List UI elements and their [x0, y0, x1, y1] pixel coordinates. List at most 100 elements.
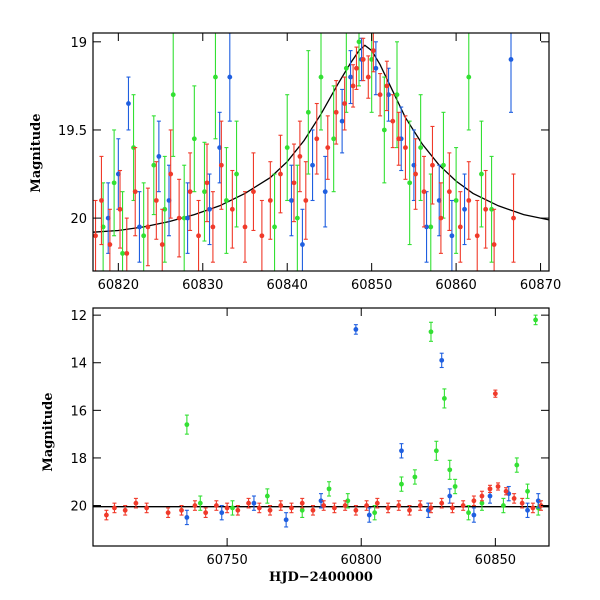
data-point [439, 352, 445, 369]
data-point [396, 500, 402, 511]
data-point [132, 147, 138, 237]
data-point [438, 182, 444, 254]
data-point [525, 502, 530, 518]
data-point [530, 502, 536, 514]
data-point [372, 504, 378, 521]
data-point [153, 161, 159, 240]
data-point [325, 115, 331, 180]
plot-frame [92, 307, 550, 547]
x-tick-label: 60820 [98, 278, 139, 293]
data-point [354, 46, 359, 90]
data-point [289, 164, 294, 237]
data-point [384, 60, 390, 112]
data-point [466, 33, 472, 131]
data-point [141, 182, 147, 271]
data-point [487, 484, 493, 494]
data-point [297, 120, 303, 193]
data-point [117, 169, 123, 249]
data-point [377, 72, 383, 117]
data-point [291, 143, 297, 223]
data-point [418, 94, 424, 202]
data-point [192, 500, 198, 511]
data-point [137, 191, 142, 263]
data-point [449, 199, 455, 271]
y-tick-label: 12 [70, 309, 87, 324]
data-point [424, 191, 429, 263]
bottom-panel: 60750 60800 60850 12 14 16 18 20 [70, 307, 550, 568]
data-point [322, 155, 328, 228]
data-point [181, 164, 187, 271]
data-point [483, 169, 489, 249]
data-point [421, 155, 427, 228]
data-point [399, 443, 404, 459]
data-point [179, 504, 184, 516]
y-tick-label: 20 [70, 500, 87, 515]
series-b [184, 324, 541, 528]
data-point [466, 161, 472, 240]
data-point [525, 483, 530, 499]
data-point [213, 500, 219, 511]
data-point [299, 497, 305, 509]
data-point [251, 495, 257, 511]
data-point [474, 199, 480, 271]
data-point [159, 208, 165, 271]
data-point [439, 497, 445, 509]
data-point [447, 459, 453, 480]
data-point [403, 115, 408, 180]
data-point [450, 502, 455, 514]
data-point [425, 502, 431, 518]
data-point [479, 490, 485, 502]
data-point [501, 497, 506, 514]
data-point [491, 208, 497, 271]
data-point [399, 476, 404, 492]
data-point [360, 37, 366, 82]
bottom-y-axis-label: Magnitude [41, 392, 56, 471]
data-point [381, 76, 387, 184]
data-point [508, 33, 514, 113]
data-point [278, 500, 284, 511]
data-point [144, 502, 150, 514]
data-point [446, 152, 452, 232]
data-point [242, 191, 248, 263]
data-point [356, 33, 362, 87]
data-point [441, 111, 446, 219]
data-point [267, 504, 273, 516]
data-point [219, 504, 225, 521]
data-point [339, 88, 345, 154]
data-point [202, 141, 207, 242]
plot-area [93, 314, 549, 528]
data-point [457, 191, 463, 263]
data-point [407, 504, 412, 516]
data-point [394, 41, 400, 149]
series-b [105, 33, 514, 271]
data-point [413, 138, 418, 210]
data-point [107, 208, 113, 271]
data-point [259, 199, 265, 271]
data-point [251, 152, 256, 232]
data-point [93, 199, 98, 271]
data-point [321, 500, 327, 511]
data-point [514, 457, 520, 473]
data-point [294, 164, 300, 271]
data-point [264, 488, 270, 504]
data-point [184, 414, 190, 435]
data-point [428, 502, 434, 514]
data-point [196, 199, 201, 271]
data-point [374, 497, 380, 509]
y-tick-label: 20 [70, 212, 87, 227]
data-point [447, 488, 453, 504]
data-point [342, 76, 348, 131]
data-point [133, 497, 139, 509]
data-point [462, 173, 467, 246]
data-point [224, 147, 229, 254]
data-point [506, 485, 512, 502]
data-point [122, 504, 128, 516]
data-point [289, 502, 294, 514]
data-point [364, 500, 369, 511]
series-r [104, 389, 544, 521]
data-point [370, 33, 376, 73]
data-point [300, 208, 305, 271]
data-point [267, 161, 273, 240]
data-point [385, 502, 391, 514]
